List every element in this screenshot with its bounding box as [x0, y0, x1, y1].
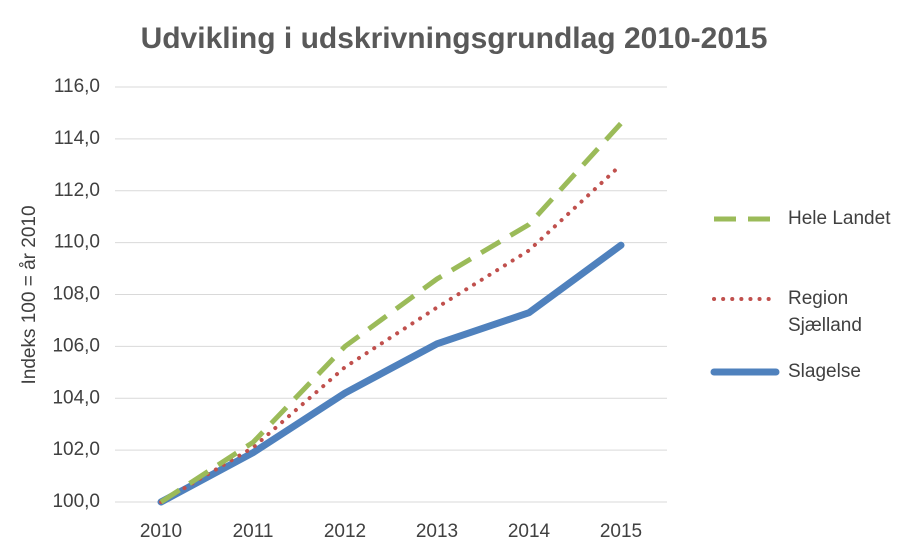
line-series — [159, 162, 623, 504]
legend-item: Slagelse — [710, 358, 898, 385]
y-axis-label: Indeks 100 = år 2010 — [19, 205, 40, 384]
y-tick-label: 106,0 — [52, 335, 100, 356]
legend-swatch — [712, 297, 778, 301]
y-tick-label: 116,0 — [54, 76, 100, 97]
y-tick-label: 100,0 — [52, 491, 100, 512]
legend-label: Slagelse — [788, 361, 861, 382]
y-tick-label: 102,0 — [52, 439, 100, 460]
line-series — [159, 121, 623, 505]
legend-item: Region Sjælland — [710, 285, 898, 339]
legend-swatch — [714, 216, 776, 222]
x-tick-label: 2013 — [416, 521, 458, 542]
x-tick-label: 2015 — [600, 521, 642, 542]
x-tick-label: 2014 — [508, 521, 551, 542]
chart-title: Udvikling i udskrivningsgrundlag 2010-20… — [141, 22, 768, 55]
x-tick-label: 2010 — [140, 521, 182, 542]
legend-item: Hele Landet — [710, 205, 898, 232]
legend-label: Region Sjælland — [788, 288, 862, 336]
line-series — [157, 241, 625, 506]
y-tick-label: 112,0 — [54, 180, 100, 201]
x-tick-label: 2012 — [324, 521, 366, 542]
legend-swatch — [710, 368, 780, 376]
y-tick-label: 108,0 — [52, 284, 100, 305]
x-tick-label: 2011 — [233, 521, 274, 542]
y-tick-label: 114,0 — [54, 128, 100, 149]
y-tick-label: 104,0 — [52, 387, 100, 408]
y-tick-label: 110,0 — [54, 232, 100, 253]
legend-label: Hele Landet — [788, 208, 891, 229]
